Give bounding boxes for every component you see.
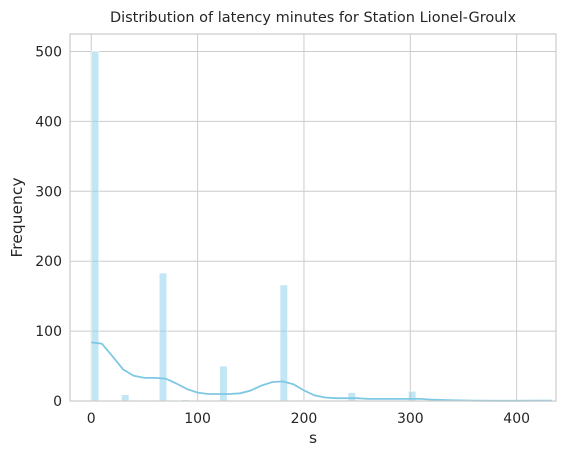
histogram-bar <box>220 366 228 401</box>
grid-layer <box>70 34 556 401</box>
y-tick-label: 100 <box>35 324 62 340</box>
x-tick-label: 0 <box>87 411 96 427</box>
plot-frame <box>70 34 556 401</box>
x-tick-label: 400 <box>503 411 530 427</box>
y-tick-label: 400 <box>35 114 62 130</box>
chart-title: Distribution of latency minutes for Stat… <box>110 10 517 26</box>
x-axis-label: s <box>309 429 317 447</box>
x-tick-label: 100 <box>184 411 211 427</box>
histogram-bar <box>91 51 99 401</box>
y-tick-label: 200 <box>35 254 62 270</box>
bar-layer <box>91 51 552 401</box>
histogram-bar <box>280 285 288 401</box>
histogram-bar <box>159 273 167 401</box>
histogram-bar <box>348 393 356 401</box>
x-tick-label: 200 <box>291 411 318 427</box>
x-tick-label: 300 <box>397 411 424 427</box>
y-axis-label: Frequency <box>8 177 26 257</box>
y-tick-label: 500 <box>35 44 62 60</box>
y-tick-label: 300 <box>35 184 62 200</box>
y-tick-label: 0 <box>53 394 62 410</box>
histogram-bar <box>121 395 129 401</box>
